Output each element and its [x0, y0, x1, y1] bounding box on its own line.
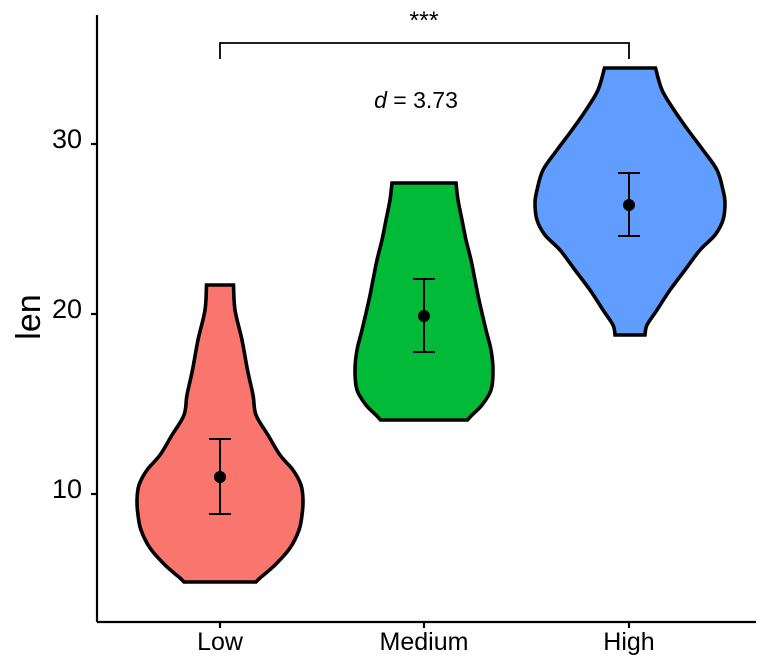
svg-text:30: 30	[52, 124, 82, 154]
svg-text:10: 10	[52, 474, 82, 504]
svg-text:***: ***	[409, 7, 438, 35]
svg-text:High: High	[603, 628, 654, 656]
svg-text:d = 3.73: d = 3.73	[374, 87, 458, 113]
svg-text:len: len	[10, 294, 48, 339]
svg-text:Low: Low	[197, 628, 244, 656]
svg-text:Medium: Medium	[380, 628, 469, 656]
svg-text:20: 20	[52, 294, 82, 324]
